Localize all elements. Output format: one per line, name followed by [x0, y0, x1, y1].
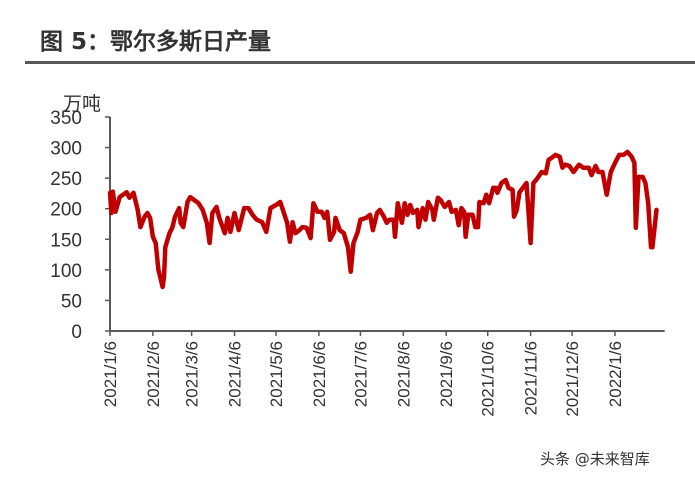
- x-tick-label: 2021/2/6: [144, 341, 163, 407]
- x-tick-label: 2021/1/6: [101, 341, 120, 407]
- series-line: [107, 149, 659, 290]
- x-tick-label: 2021/3/6: [183, 341, 202, 407]
- y-tick-label: 250: [50, 169, 82, 190]
- x-tick-label: 2021/11/6: [522, 341, 541, 415]
- y-tick-label: 100: [50, 261, 82, 282]
- x-tick-label: 2022/1/6: [606, 341, 625, 407]
- watermark: 头条 @未来智库: [540, 450, 650, 468]
- x-tick-label: 2021/9/6: [437, 341, 456, 407]
- x-tick-label: 2021/6/6: [310, 341, 329, 407]
- x-tick-label: 2021/7/6: [351, 341, 370, 407]
- y-tick-label: 350: [50, 108, 82, 129]
- y-tick-label: 300: [50, 139, 82, 160]
- y-tick-label: 200: [50, 200, 82, 221]
- x-tick-label: 2021/10/6: [479, 341, 498, 417]
- x-tick-label: 2021/5/6: [267, 341, 286, 407]
- y-tick-label: 0: [71, 322, 82, 343]
- y-tick-label: 150: [50, 230, 82, 251]
- x-tick-label: 2021/4/6: [226, 341, 245, 407]
- title-divider: [25, 61, 695, 64]
- x-tick-label: 2021/8/6: [394, 341, 413, 407]
- y-tick-label: 50: [61, 291, 82, 312]
- y-axis-unit-label: 万吨: [63, 93, 102, 115]
- chart-title: 图 5：鄂尔多斯日产量: [40, 29, 272, 55]
- x-tick-label: 2021/12/6: [563, 341, 582, 417]
